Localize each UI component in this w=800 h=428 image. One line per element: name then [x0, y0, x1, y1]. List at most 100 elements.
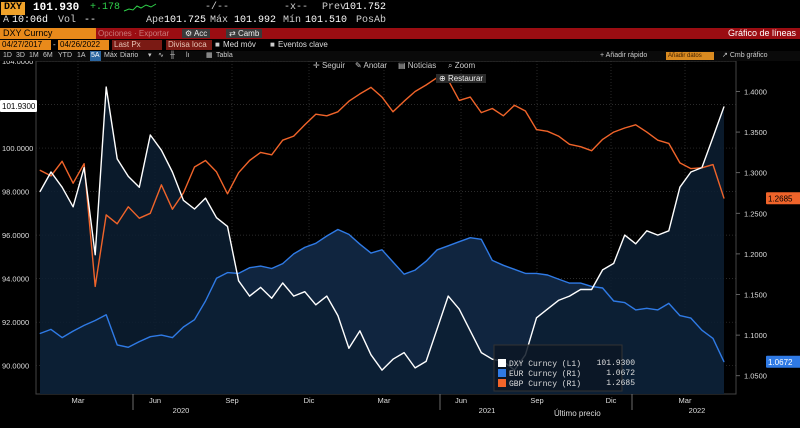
moving-average-toggle[interactable]: Med móv [223, 40, 256, 49]
data-point-dxy [657, 234, 659, 236]
high-label: Máx [210, 15, 229, 26]
data-point-eur [160, 334, 162, 336]
data-point-eur [260, 265, 262, 267]
data-point-dxy [94, 254, 96, 256]
chevron-down-icon[interactable]: ▾ [148, 52, 152, 59]
data-point-gbp [105, 214, 107, 216]
data-point-gbp [204, 159, 207, 162]
data-point-gbp [127, 206, 129, 208]
chart-icon: ↗ [722, 52, 730, 59]
field-select[interactable]: Last Px [112, 40, 162, 50]
plot-area[interactable]: 104.0000102.0000100.000098.000096.000094… [0, 57, 800, 423]
candle-style-icon[interactable]: ╫ [170, 52, 175, 59]
x-tick-label: Dic [304, 396, 315, 405]
data-point-eur [414, 269, 416, 271]
frequency-select[interactable]: Diario [120, 52, 139, 59]
data-point-dxy [160, 149, 162, 151]
period-6m[interactable]: 6M [43, 52, 53, 59]
data-point-dxy [469, 330, 471, 332]
news-icon: ▤ [398, 61, 408, 70]
data-point-gbp [613, 131, 615, 133]
eur-last-tag: 1.0672 [768, 358, 793, 367]
period-1d[interactable]: 1D [3, 52, 12, 59]
actions-button[interactable]: ⚙ Acc [182, 29, 211, 38]
data-point-eur [712, 337, 714, 339]
data-point-eur [94, 319, 96, 322]
period-ytd[interactable]: YTD [58, 52, 72, 59]
data-point-eur [193, 319, 196, 321]
period-max[interactable]: Máx [104, 52, 118, 59]
data-point-gbp [282, 139, 284, 141]
data-point-eur [679, 315, 681, 317]
open-value: 101.725 [164, 15, 207, 26]
data-point-gbp [138, 217, 140, 219]
data-point-dxy [116, 158, 118, 160]
data-point-eur [392, 261, 394, 263]
change-chart-button[interactable]: ↗ Cmb gráfico [722, 51, 768, 61]
line-style-icon[interactable]: ∿ [158, 52, 164, 59]
period-1a[interactable]: 1A [77, 52, 86, 59]
data-point-gbp [238, 172, 240, 174]
data-point-dxy [535, 317, 538, 319]
data-point-gbp [580, 146, 582, 148]
data-point-eur [624, 302, 626, 304]
data-point-gbp [348, 100, 350, 102]
restore-label: Restaurar [447, 74, 484, 83]
data-point-gbp [469, 96, 471, 98]
data-point-dxy [171, 171, 173, 173]
actions-icon: ⚙ [185, 29, 194, 38]
data-point-eur [61, 337, 63, 339]
key-events-toggle[interactable]: Eventos clave [278, 40, 328, 49]
period-1m[interactable]: 1M [29, 52, 39, 59]
ticker-box[interactable]: DXY [1, 2, 26, 15]
data-point-dxy [425, 360, 427, 362]
news-button[interactable]: ▤ Noticias [398, 61, 436, 70]
annotate-button[interactable]: ✎ Anotar [355, 61, 387, 70]
data-point-gbp [337, 111, 339, 113]
data-point-eur [359, 243, 361, 245]
legend-item-dxy: DXY Curncy (L1) 101.9300 [498, 359, 635, 369]
data-point-eur [690, 317, 692, 319]
table-icon[interactable]: ▦ [206, 52, 213, 59]
parameter-row: 04/27/2017 - 04/26/2022 Last Px Divisa l… [0, 40, 800, 51]
data-point-gbp [392, 111, 394, 113]
legend-swatch [498, 379, 506, 387]
restore-button[interactable]: ⊕ Restaurar [436, 74, 487, 83]
data-point-dxy [39, 191, 41, 193]
data-point-dxy [392, 358, 394, 360]
checkbox-icon[interactable]: ■ [270, 40, 275, 49]
data-point-gbp [215, 171, 218, 173]
data-point-eur [149, 336, 151, 338]
period-3d[interactable]: 3D [16, 52, 25, 59]
data-point-eur [491, 259, 493, 261]
data-point-dxy [182, 199, 184, 201]
prev-value: 101.752 [344, 2, 387, 13]
data-point-gbp [602, 138, 604, 140]
zoom-button[interactable]: ⌕ Zoom [448, 61, 475, 71]
data-point-dxy [127, 175, 129, 177]
data-point-dxy [359, 330, 361, 332]
checkbox-icon[interactable]: ■ [215, 40, 220, 49]
data-point-dxy [458, 308, 460, 310]
dxy-last-tag-box [0, 100, 37, 113]
period-5a[interactable]: 5A [90, 51, 101, 61]
add-quick-button[interactable]: + Añadir rápido [600, 51, 647, 61]
data-point-gbp [271, 154, 273, 156]
start-date-field[interactable]: 04/27/2017 [0, 40, 51, 50]
low-label: Mín [283, 15, 302, 26]
data-point-eur [116, 344, 118, 346]
currency-select[interactable]: Divisa loca [166, 40, 212, 50]
actions-label: Acc [193, 29, 208, 38]
x-tick-label: Mar [679, 396, 692, 405]
data-point-dxy [249, 295, 251, 297]
table-button[interactable]: Tabla [216, 52, 233, 59]
gbp-last-tag-box [766, 192, 800, 205]
last-price: 101.930 [33, 2, 80, 14]
data-point-gbp [425, 84, 427, 86]
end-date-field[interactable]: 04/26/2022 [58, 40, 109, 50]
bar-style-icon[interactable]: lı [186, 52, 190, 59]
add-data-input[interactable]: Añadir datos [666, 52, 714, 60]
security-field[interactable]: DXY Curncy [0, 28, 96, 39]
follow-button[interactable]: ✛ Seguir [313, 61, 345, 70]
change-button[interactable]: ⇄ Camb [226, 29, 263, 38]
